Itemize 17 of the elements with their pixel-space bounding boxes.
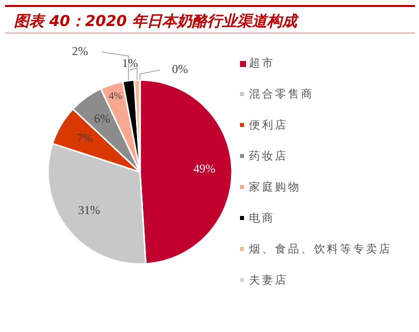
- data-label: 6%: [94, 112, 110, 126]
- legend-label: 混合零售商: [249, 88, 314, 101]
- chart-title: 图表 40：2020 年日本奶酪行业渠道构成: [14, 12, 300, 30]
- legend-label: 夫妻店: [249, 274, 288, 287]
- text: 0%: [172, 62, 188, 76]
- data-label: 49%: [193, 162, 216, 176]
- legend-label: 电商: [249, 212, 275, 225]
- data-label: 31%: [78, 203, 100, 218]
- legend-label: 烟、食品、饮料等专卖店: [249, 242, 392, 256]
- data-label: 1%: [122, 56, 138, 70]
- data-label: 2%: [72, 44, 88, 58]
- data-label: 7%: [76, 130, 93, 145]
- legend-label: 家庭购物: [249, 180, 301, 194]
- legend-label: 超市: [249, 56, 275, 70]
- legend-label: 便利店: [249, 118, 288, 132]
- data-label: 4%: [108, 91, 122, 102]
- legend-label: 药妆店: [249, 150, 288, 163]
